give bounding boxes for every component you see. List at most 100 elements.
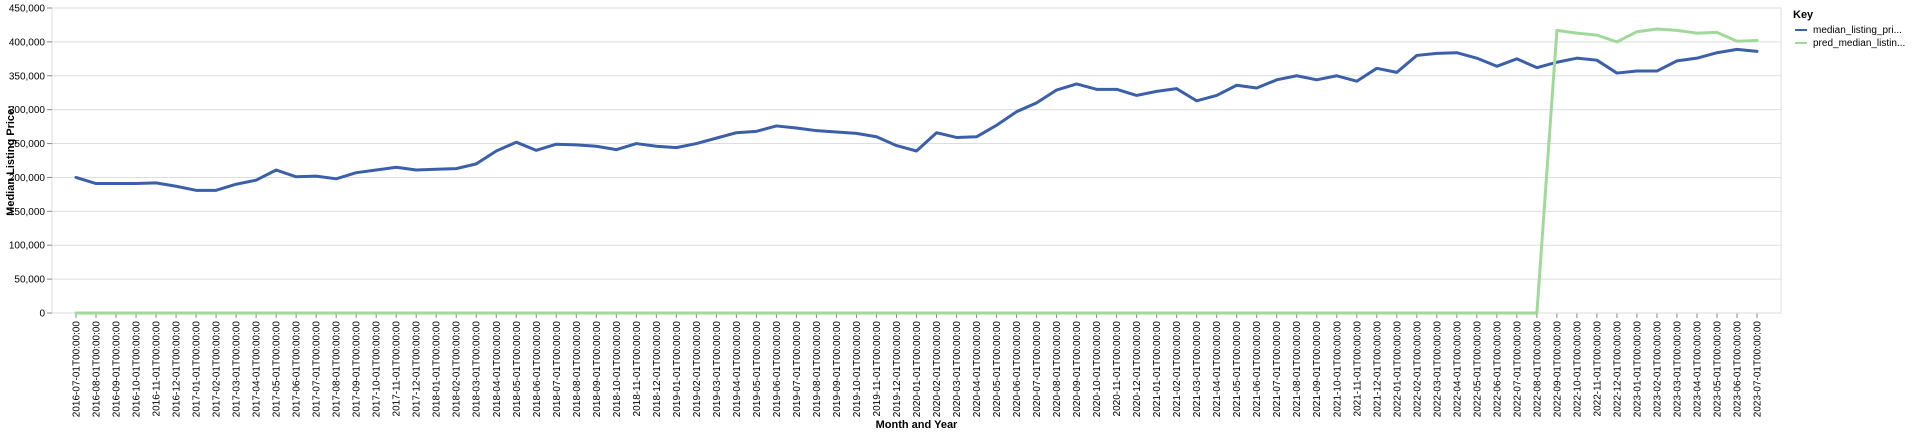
x-tick-label: 2021-12-01T00:00:00 [1372,321,1383,418]
x-tick-label: 2021-04-01T00:00:00 [1212,321,1223,418]
x-tick-label: 2017-11-01T00:00:00 [392,321,403,417]
x-tick-label: 2019-10-01T00:00:00 [852,321,863,418]
x-tick-label: 2023-04-01T00:00:00 [1692,321,1703,418]
x-tick-label: 2020-03-01T00:00:00 [952,321,963,418]
x-tick-label: 2017-09-01T00:00:00 [352,321,363,418]
x-tick-label: 2019-08-01T00:00:00 [812,321,823,418]
x-tick-label: 2016-07-01T00:00:00 [72,321,83,418]
x-tick-label: 2019-05-01T00:00:00 [752,321,763,418]
y-tick-label: 250,000 [9,139,46,150]
x-tick-label: 2020-06-01T00:00:00 [1012,321,1023,418]
x-tick-label: 2022-08-01T00:00:00 [1532,321,1543,418]
x-tick-label: 2020-07-01T00:00:00 [1032,321,1043,418]
x-tick-label: 2021-03-01T00:00:00 [1192,321,1203,418]
x-tick-label: 2018-07-01T00:00:00 [552,321,563,418]
x-tick-label: 2021-11-01T00:00:00 [1352,321,1363,417]
series-lines [74,27,1759,315]
x-tick-label: 2021-10-01T00:00:00 [1332,321,1343,418]
series-line-2 [74,27,1759,315]
legend: Key median_listing_pri... pred_median_lis… [1793,9,1905,49]
x-tick-label: 2019-07-01T00:00:00 [792,321,803,418]
x-tick-label: 2018-08-01T00:00:00 [572,321,583,418]
x-tick-label: 2022-04-01T00:00:00 [1452,321,1463,418]
x-tick-label: 2019-06-01T00:00:00 [772,321,783,418]
x-tick-label: 2018-04-01T00:00:00 [492,321,503,418]
x-tick-label: 2023-07-01T00:00:00 [1753,321,1764,418]
x-tick-label: 2020-04-01T00:00:00 [972,321,983,418]
y-tick-label: 150,000 [9,207,46,218]
x-tick-label: 2020-10-01T00:00:00 [1092,321,1103,418]
x-tick-label: 2023-02-01T00:00:00 [1652,321,1663,418]
legend-label: median_listing_pri... [1813,25,1902,36]
x-tick-label: 2023-01-01T00:00:00 [1632,321,1643,418]
y-tick-label: 400,000 [9,37,46,48]
x-tick-label: 2018-02-01T00:00:00 [452,321,463,418]
series-line-1 [74,47,1759,192]
x-tick-label: 2018-11-01T00:00:00 [632,321,643,417]
x-tick-label: 2019-09-01T00:00:00 [832,321,843,418]
x-tick-label: 2021-05-01T00:00:00 [1232,321,1243,418]
x-tick-label: 2020-01-01T00:00:00 [912,321,923,418]
x-tick-label: 2017-08-01T00:00:00 [332,321,343,418]
x-tick-label: 2017-10-01T00:00:00 [372,321,383,418]
x-tick-label: 2019-11-01T00:00:00 [872,321,883,417]
x-tick-label: 2018-12-01T00:00:00 [652,321,663,418]
legend-title: Key [1793,9,1814,21]
y-tick-label: 200,000 [9,173,46,184]
x-axis-ticks: 2016-07-01T00:00:00 2016-08-01T00:00:00 20… [72,321,1764,418]
x-tick-label: 2019-01-01T00:00:00 [672,321,683,418]
x-tick-label: 2020-09-01T00:00:00 [1072,321,1083,418]
x-tick-label: 2018-03-01T00:00:00 [472,321,483,418]
y-axis-title: Median Listing Price: [5,105,17,216]
y-tick-label: 50,000 [14,275,45,286]
x-tick-label: 2016-12-01T00:00:00 [172,321,183,418]
x-tick-label: 2019-04-01T00:00:00 [732,321,743,418]
x-tick-label: 2021-02-01T00:00:00 [1172,321,1183,418]
y-tick-label: 350,000 [9,71,46,82]
x-tick-label: 2022-01-01T00:00:00 [1392,321,1403,418]
x-tick-label: 2019-02-01T00:00:00 [692,321,703,418]
x-tick-label: 2019-03-01T00:00:00 [712,321,723,418]
y-tick-label: 300,000 [9,105,46,116]
x-tick-label: 2021-09-01T00:00:00 [1312,321,1323,418]
x-tick-label: 2023-03-01T00:00:00 [1672,321,1683,418]
y-tick-label: 100,000 [9,241,46,252]
y-gridlines [52,7,1781,314]
x-tick-label: 2018-06-01T00:00:00 [532,321,543,418]
y-tick-label: 0 [39,309,45,320]
x-tick-label: 2021-08-01T00:00:00 [1292,321,1303,418]
x-tick-label: 2020-08-01T00:00:00 [1052,321,1063,418]
x-tick-label: 2022-07-01T00:00:00 [1512,321,1523,418]
x-tick-label: 2020-02-01T00:00:00 [932,321,943,418]
x-tick-label: 2020-11-01T00:00:00 [1112,321,1123,417]
x-tick-label: 2017-01-01T00:00:00 [192,321,203,418]
x-tick-label: 2017-06-01T00:00:00 [292,321,303,418]
x-tick-label: 2022-05-01T00:00:00 [1472,321,1483,418]
x-tick-label: 2018-09-01T00:00:00 [592,321,603,418]
x-tick-label: 2018-05-01T00:00:00 [512,321,523,418]
x-tick-label: 2016-10-01T00:00:00 [132,321,143,418]
plot-frame [51,7,1782,314]
x-tick-label: 2017-02-01T00:00:00 [212,321,223,418]
x-tick-label: 2018-10-01T00:00:00 [612,321,623,418]
x-tick-label: 2023-06-01T00:00:00 [1732,321,1743,418]
y-axis-ticks: 0 50,000 100,000 150,000 200,000 250,000 300,0… [9,4,52,320]
x-tick-label: 2017-12-01T00:00:00 [412,321,423,418]
x-tick-label: 2017-04-01T00:00:00 [252,321,263,418]
x-tick-label: 2022-09-01T00:00:00 [1552,321,1563,418]
x-tick-label: 2022-06-01T00:00:00 [1492,321,1503,418]
x-tick-label: 2022-02-01T00:00:00 [1412,321,1423,418]
y-tick-label: 450,000 [9,4,46,15]
x-tick-label: 2019-12-01T00:00:00 [892,321,903,418]
x-tick-label: 2017-03-01T00:00:00 [232,321,243,418]
legend-label: pred_median_listin... [1813,38,1905,49]
x-tick-label: 2016-09-01T00:00:00 [112,321,123,418]
x-tick-label: 2020-05-01T00:00:00 [992,321,1003,418]
x-tick-label: 2021-01-01T00:00:00 [1152,321,1163,418]
x-tick-label: 2022-10-01T00:00:00 [1572,321,1583,418]
x-tick-label: 2022-11-01T00:00:00 [1592,321,1603,417]
x-tick-label: 2022-12-01T00:00:00 [1612,321,1623,418]
x-tick-label: 2021-06-01T00:00:00 [1252,321,1263,418]
x-tick-label: 2017-05-01T00:00:00 [272,321,283,418]
